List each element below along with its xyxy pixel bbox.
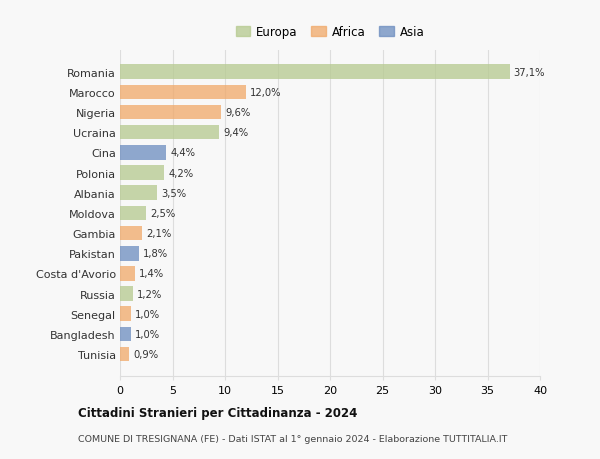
- Legend: Europa, Africa, Asia: Europa, Africa, Asia: [233, 24, 427, 41]
- Bar: [120, 65, 509, 80]
- Text: Cittadini Stranieri per Cittadinanza - 2024: Cittadini Stranieri per Cittadinanza - 2…: [78, 406, 358, 419]
- Text: 9,4%: 9,4%: [223, 128, 248, 138]
- Bar: [120, 126, 218, 140]
- Bar: [120, 85, 246, 100]
- Bar: [120, 166, 164, 180]
- Text: 4,2%: 4,2%: [168, 168, 193, 178]
- Text: 2,1%: 2,1%: [146, 229, 172, 239]
- Text: 2,5%: 2,5%: [151, 208, 176, 218]
- Bar: [120, 186, 157, 201]
- Text: 0,9%: 0,9%: [134, 349, 159, 359]
- Text: COMUNE DI TRESIGNANA (FE) - Dati ISTAT al 1° gennaio 2024 - Elaborazione TUTTITA: COMUNE DI TRESIGNANA (FE) - Dati ISTAT a…: [78, 434, 508, 443]
- Text: 1,2%: 1,2%: [137, 289, 162, 299]
- Bar: [120, 347, 130, 362]
- Bar: [120, 246, 139, 261]
- Bar: [120, 327, 131, 341]
- Bar: [120, 206, 146, 221]
- Text: 1,0%: 1,0%: [134, 309, 160, 319]
- Text: 1,8%: 1,8%: [143, 249, 168, 259]
- Text: 1,4%: 1,4%: [139, 269, 164, 279]
- Text: 9,6%: 9,6%: [225, 108, 250, 118]
- Text: 1,0%: 1,0%: [134, 329, 160, 339]
- Text: 37,1%: 37,1%: [514, 67, 545, 78]
- Bar: [120, 106, 221, 120]
- Bar: [120, 146, 166, 160]
- Text: 4,4%: 4,4%: [170, 148, 196, 158]
- Bar: [120, 226, 142, 241]
- Bar: [120, 287, 133, 301]
- Bar: [120, 307, 131, 321]
- Text: 3,5%: 3,5%: [161, 188, 186, 198]
- Text: 12,0%: 12,0%: [250, 88, 282, 98]
- Bar: [120, 267, 134, 281]
